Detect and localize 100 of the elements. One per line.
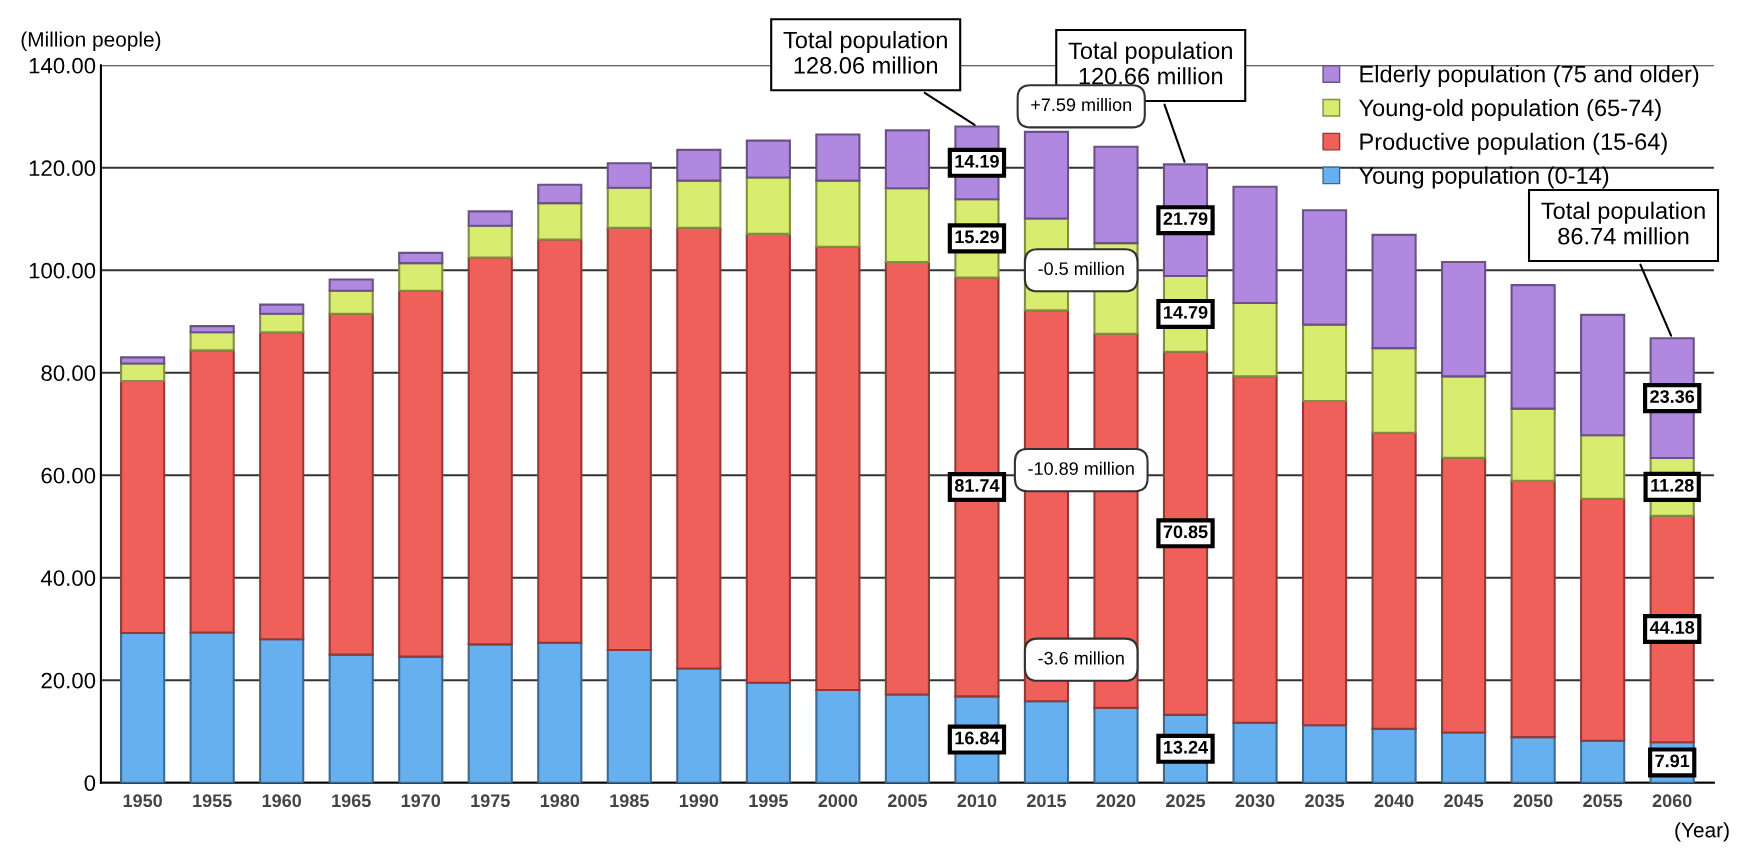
- x-tick-label: 2000: [818, 794, 858, 808]
- annotation: Total population 128.06 million: [783, 31, 947, 74]
- y-tick-label: 40.00: [40, 570, 96, 586]
- bar: [1580, 434, 1626, 500]
- bar: [1580, 313, 1626, 437]
- bar: [398, 262, 444, 292]
- bar: [745, 139, 791, 179]
- bar: [815, 179, 861, 248]
- x-tick-label: 2015: [1027, 794, 1067, 808]
- bar: [1580, 497, 1626, 742]
- annotation: Total population 86.74 million: [1541, 201, 1705, 245]
- bar: [676, 148, 722, 182]
- bar: [467, 256, 513, 646]
- bar: [676, 226, 722, 670]
- x-tick-label: 1950: [123, 794, 162, 808]
- bar: [537, 183, 583, 205]
- bar: [120, 632, 166, 783]
- x-tick-label: 1980: [540, 794, 580, 808]
- data-label: 15.29: [955, 230, 999, 244]
- bar: [328, 653, 374, 783]
- x-tick-label: 1995: [749, 794, 788, 808]
- bar: [1093, 145, 1139, 245]
- bar: [189, 631, 235, 783]
- x-tick-label: 1985: [610, 794, 649, 808]
- y-tick-label: 0: [84, 775, 96, 791]
- bar: [1580, 739, 1626, 783]
- bar: [606, 186, 652, 229]
- x-tick-label: 2005: [887, 794, 927, 808]
- x-axis-title: (Year): [1675, 822, 1729, 842]
- x-tick-label: 1955: [193, 794, 232, 808]
- bar: [1371, 431, 1417, 730]
- bar: [1301, 724, 1348, 783]
- data-label: 13.24: [1164, 740, 1209, 754]
- data-label: 70.85: [1163, 525, 1208, 539]
- bar: [398, 289, 444, 658]
- data-label: 11.28: [1651, 478, 1694, 492]
- bar: [328, 289, 374, 315]
- bar: [1371, 727, 1417, 783]
- data-label: 23.36: [1650, 390, 1695, 403]
- bar: [884, 187, 930, 264]
- data-label: 44.18: [1649, 621, 1695, 634]
- bar: [815, 245, 861, 691]
- y-axis-title: (Million people): [21, 31, 161, 51]
- annotation: -3.6 million: [1038, 651, 1124, 665]
- bar: [1510, 479, 1556, 739]
- bar: [745, 232, 791, 684]
- bar: [398, 655, 444, 783]
- bar: [1510, 736, 1556, 783]
- bar: [676, 667, 722, 783]
- bar: [1301, 399, 1348, 727]
- bar: [467, 210, 513, 227]
- bar: [1441, 456, 1487, 734]
- bar: [1371, 347, 1417, 434]
- bar: [189, 325, 235, 334]
- x-tick-label: 1965: [332, 794, 371, 808]
- x-tick-label: 2020: [1096, 794, 1136, 808]
- bar: [120, 356, 166, 365]
- x-tick-label: 2030: [1235, 794, 1275, 808]
- bar: [120, 379, 166, 635]
- legend-label: Young population (0-14): [1359, 166, 1609, 189]
- bar: [1441, 375, 1487, 459]
- bar: [537, 238, 583, 644]
- bar: [1093, 706, 1139, 783]
- bar: [259, 331, 305, 641]
- bar: [259, 303, 305, 315]
- legend-label: Young-old population (65-74): [1359, 98, 1661, 121]
- bar: [606, 648, 652, 783]
- y-tick-label: 140.00: [29, 57, 96, 74]
- bar: [1441, 731, 1487, 783]
- bar: [1232, 302, 1278, 378]
- bar: [815, 133, 861, 182]
- bar: [328, 278, 374, 292]
- x-tick-label: 2035: [1305, 794, 1345, 808]
- bar: [1510, 407, 1556, 482]
- y-tick-label: 20.00: [41, 672, 96, 689]
- legend-label: Elderly population (75 and older): [1360, 65, 1699, 88]
- data-label: 81.74: [954, 479, 1000, 492]
- bar: [467, 224, 513, 259]
- x-tick-label: 1960: [262, 794, 302, 808]
- bar: [745, 681, 791, 783]
- bar: [884, 693, 930, 783]
- annotation: -0.5 million: [1038, 261, 1124, 276]
- bar: [1441, 261, 1487, 378]
- data-label: 14.79: [1164, 305, 1208, 319]
- data-label: 21.79: [1163, 212, 1208, 226]
- annotation: +7.59 million: [1031, 97, 1131, 112]
- bar: [189, 349, 235, 634]
- x-tick-label: 2050: [1513, 794, 1553, 808]
- bar: [606, 162, 652, 189]
- x-tick-label: 1990: [679, 794, 719, 808]
- bar: [189, 331, 235, 352]
- y-tick-label: 120.00: [29, 160, 96, 177]
- bar: [1371, 233, 1417, 350]
- bar: [606, 226, 652, 652]
- bar: [537, 202, 583, 241]
- data-label: 7.91: [1655, 754, 1690, 768]
- x-tick-label: 2060: [1652, 794, 1692, 808]
- bar: [398, 251, 444, 265]
- bar: [676, 179, 722, 229]
- bar: [884, 129, 930, 190]
